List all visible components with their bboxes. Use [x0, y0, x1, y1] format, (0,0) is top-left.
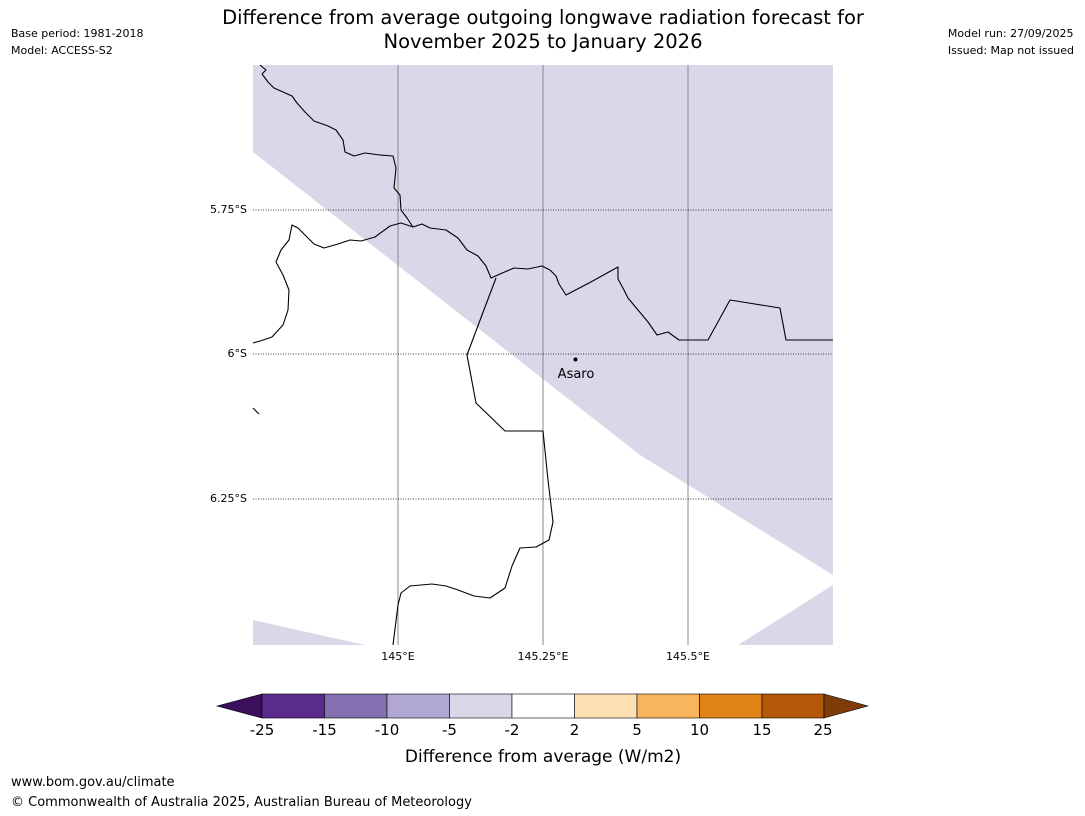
- colorbar-tick: 5: [632, 721, 642, 739]
- colorbar-tick: 10: [690, 721, 709, 739]
- colorbar-swatch-7: [636, 693, 700, 719]
- colorbar-extend-low: [215, 693, 263, 719]
- colorbar-extend-high: [823, 693, 870, 719]
- footer-url[interactable]: www.bom.gov.au/climate: [11, 775, 175, 790]
- lat-label-5-75s: 5.75°S: [210, 203, 247, 216]
- asaro-marker: [573, 357, 578, 362]
- map-title: Difference from average outgoing longwav…: [180, 6, 906, 54]
- border-north-northwest: [259, 64, 414, 228]
- lon-label-145e: 145°E: [381, 650, 414, 663]
- colorbar-tick: 2: [570, 721, 580, 739]
- anomaly-region-lower-right: [738, 585, 833, 645]
- anomaly-region-lower-left: [253, 620, 365, 645]
- colorbar: [215, 693, 870, 719]
- title-line-1: Difference from average outgoing longwav…: [222, 6, 864, 29]
- colorbar-ticks: -25 -15 -10 -5 -2 2 5 10 15 25: [250, 721, 833, 739]
- lon-label-145-25e: 145.25°E: [518, 650, 569, 663]
- border-west-fragment: [252, 407, 260, 415]
- asaro-label: Asaro: [558, 367, 595, 382]
- province-borders: [252, 64, 833, 646]
- model-run-text: Model run: 27/09/2025: [947, 27, 1074, 40]
- colorbar-tick: -10: [375, 721, 400, 739]
- footer-copyright: © Commonwealth of Australia 2025, Austra…: [11, 795, 472, 810]
- issued-text: Issued: Map not issued: [947, 44, 1074, 57]
- title-line-2: November 2025 to January 2026: [383, 30, 703, 53]
- colorbar-tick: -15: [312, 721, 337, 739]
- colorbar-swatch-5: [511, 693, 575, 719]
- colorbar-swatch-9: [761, 693, 825, 719]
- colorbar-swatch-4: [449, 693, 513, 719]
- colorbar-tick: -2: [505, 721, 520, 739]
- colorbar-tick: -25: [250, 721, 275, 739]
- info-right: Model run: 27/09/2025 Issued: Map not is…: [948, 25, 1074, 59]
- colorbar-swatch-1: [261, 693, 325, 719]
- base-period-text: Base period: 1981-2018: [11, 27, 144, 40]
- colorbar-tick: 25: [813, 721, 832, 739]
- colorbar-title: Difference from average (W/m2): [405, 747, 681, 767]
- colorbar-swatch-8: [699, 693, 763, 719]
- model-text: Model: ACCESS-S2: [11, 44, 113, 57]
- colorbar-swatch-6: [574, 693, 638, 719]
- info-left: Base period: 1981-2018 Model: ACCESS-S2: [11, 25, 143, 59]
- lat-label-6-25s: 6.25°S: [210, 492, 247, 505]
- border-north-east: [412, 223, 833, 341]
- colorbar-tick: 15: [752, 721, 771, 739]
- colorbar-swatch-2: [324, 693, 388, 719]
- colorbar-tick: -5: [442, 721, 457, 739]
- lon-label-145-5e: 145.5°E: [666, 650, 710, 663]
- colorbar-swatch-3: [386, 693, 450, 719]
- lat-label-6s: 6°S: [228, 347, 247, 360]
- border-western-loop: [252, 222, 414, 344]
- border-south-central: [392, 277, 554, 646]
